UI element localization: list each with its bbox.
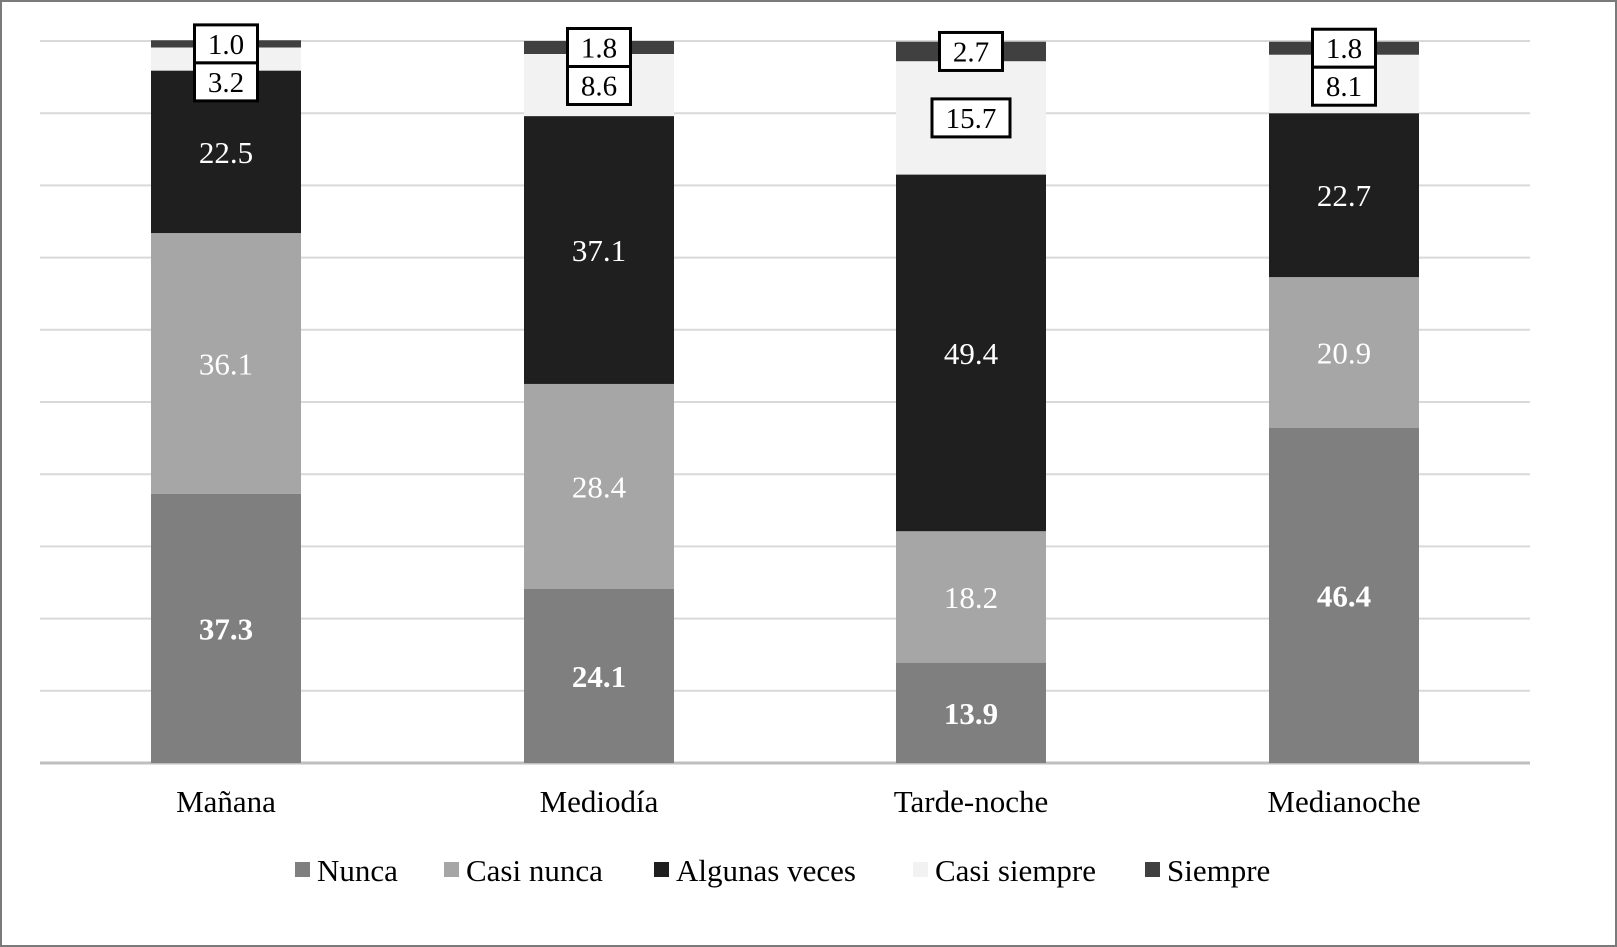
- data-label-box-casi-siempre-tarde-noche: [930, 97, 1012, 139]
- bar-segment-casi-nunca-manana: [151, 233, 301, 494]
- bar-segment-casi-nunca-mediodia: [524, 383, 674, 589]
- legend-swatch-algunas-veces: [654, 862, 669, 877]
- data-labels: 37.3 36.1 22.5 24.1 28.4 37.1 13.9 18.2 49.4 46.4…: [193, 23, 1377, 731]
- legend-label-algunas-veces: Algunas veces: [676, 853, 856, 888]
- legend-swatch-casi-siempre: [913, 862, 928, 877]
- data-label-nunca-mediodia: 24.1: [572, 659, 626, 694]
- legend: Nunca Casi nunca Algunas veces Casi siempre…: [295, 853, 1270, 888]
- data-label-casi-siempre-tarde-noche: 15.7: [946, 103, 997, 135]
- data-label-box-casi-siempre-mediodia: [566, 64, 632, 106]
- bar-segment-casi-nunca-medianoche: [1269, 277, 1419, 428]
- data-label-siempre-manana: 1.0: [208, 29, 244, 61]
- bar-segment-algunas-veces-tarde-noche: [896, 174, 1046, 532]
- data-label-casi-siempre-mediodia: 8.6: [581, 70, 617, 102]
- legend-item-casi-nunca: Casi nunca: [444, 853, 603, 888]
- data-label-box-siempre-tarde-noche: [938, 30, 1004, 72]
- data-label-casi-nunca-medianoche: 20.9: [1317, 336, 1371, 371]
- bar-segment-nunca-manana: [151, 493, 301, 763]
- legend-item-algunas-veces: Algunas veces: [654, 853, 856, 888]
- data-label-casi-nunca-mediodia: 28.4: [572, 469, 627, 504]
- legend-item-casi-siempre: Casi siempre: [913, 853, 1096, 888]
- legend-swatch-siempre: [1145, 862, 1160, 877]
- data-label-siempre-tarde-noche: 2.7: [953, 36, 989, 68]
- data-label-nunca-medianoche: 46.4: [1317, 578, 1371, 613]
- bar-segment-nunca-mediodia: [524, 588, 674, 763]
- x-tick-label-medianoche: Medianoche: [1267, 784, 1420, 819]
- data-label-box-siempre-mediodia: [566, 26, 632, 68]
- bar-segment-casi-nunca-tarde-noche: [896, 531, 1046, 663]
- data-label-siempre-medianoche: 1.8: [1326, 33, 1362, 65]
- data-label-algunas-veces-tarde-noche: 49.4: [944, 336, 999, 371]
- x-tick-label-tarde-noche: Tarde-noche: [894, 784, 1048, 819]
- legend-swatch-nunca: [295, 862, 310, 877]
- data-label-nunca-manana: 37.3: [199, 611, 253, 646]
- legend-item-nunca: Nunca: [295, 853, 398, 888]
- x-axis: Mañana Mediodía Tarde-noche Medianoche: [176, 784, 1421, 819]
- legend-swatch-casi-nunca: [444, 862, 459, 877]
- x-tick-label-manana: Mañana: [176, 784, 276, 819]
- legend-label-nunca: Nunca: [317, 853, 398, 888]
- data-label-siempre-mediodia: 1.8: [581, 32, 617, 64]
- bar-segment-nunca-tarde-noche: [896, 662, 1046, 763]
- data-label-algunas-veces-mediodia: 37.1: [572, 233, 626, 268]
- legend-item-siempre: Siempre: [1145, 853, 1270, 888]
- legend-label-casi-siempre: Casi siempre: [935, 853, 1096, 888]
- legend-label-casi-nunca: Casi nunca: [466, 853, 603, 888]
- bars: [151, 40, 1419, 763]
- data-label-nunca-tarde-noche: 13.9: [944, 696, 998, 731]
- data-label-casi-siempre-manana: 3.2: [208, 67, 244, 99]
- data-label-box-siempre-manana: [193, 23, 259, 65]
- legend-label-siempre: Siempre: [1167, 853, 1270, 888]
- data-label-casi-nunca-manana: 36.1: [199, 346, 253, 381]
- data-label-box-siempre-medianoche: [1311, 27, 1377, 69]
- bar-segment-algunas-veces-mediodia: [524, 116, 674, 384]
- bar-segment-nunca-medianoche: [1269, 427, 1419, 763]
- data-label-box-casi-siempre-medianoche: [1311, 65, 1377, 107]
- data-label-casi-nunca-tarde-noche: 18.2: [944, 580, 998, 615]
- data-label-algunas-veces-manana: 22.5: [199, 135, 253, 170]
- bar-segment-algunas-veces-medianoche: [1269, 113, 1419, 278]
- x-tick-label-mediodia: Mediodía: [540, 784, 659, 819]
- data-label-box-casi-siempre-manana: [193, 61, 259, 103]
- data-label-algunas-veces-medianoche: 22.7: [1317, 178, 1371, 213]
- data-label-casi-siempre-medianoche: 8.1: [1326, 71, 1362, 103]
